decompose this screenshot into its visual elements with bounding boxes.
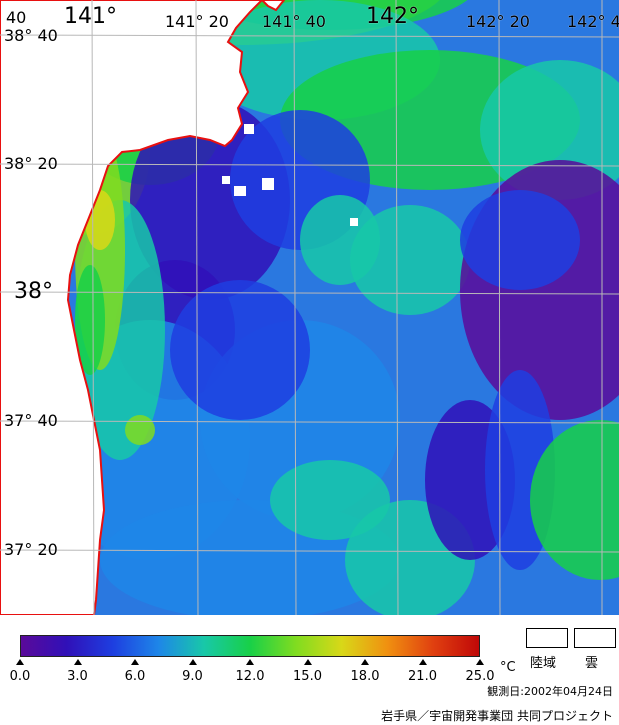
tick-mark — [476, 659, 484, 665]
cloud-pixel — [234, 186, 246, 196]
longitude-label: 141° 40 — [262, 12, 326, 31]
longitude-label: 142° — [366, 4, 419, 29]
longitude-label: 142° 4 — [567, 12, 619, 31]
cloud-pixel — [244, 124, 254, 134]
meridian-line — [498, 0, 501, 615]
tick-mark — [188, 659, 197, 665]
cloud-areas — [222, 124, 358, 226]
cloud-pixel — [350, 218, 358, 226]
land-area-east — [260, 0, 286, 12]
cloud-pixel — [262, 178, 274, 190]
temperature-patch — [530, 420, 619, 580]
tick-label: 6.0 — [124, 669, 146, 684]
tick-mark — [73, 659, 82, 665]
temperature-patch — [460, 190, 580, 290]
meridian-line — [395, 0, 399, 615]
latitude-label: 38° — [14, 279, 53, 304]
tick-mark — [361, 659, 369, 665]
cloud-label: 雲 — [585, 656, 599, 671]
parallel-line — [0, 163, 619, 167]
tick-mark — [246, 659, 254, 665]
corner-label: 40 — [6, 8, 27, 27]
unit-label: °C — [500, 660, 516, 675]
observation-date: 観測日:2002年04月24日 — [487, 685, 613, 698]
tick-label: 9.0 — [182, 669, 203, 684]
land-area-west — [0, 0, 264, 615]
tick-mark — [16, 659, 24, 665]
cloud-pixel — [222, 176, 230, 184]
meridian-line — [195, 0, 199, 615]
temperature-colorbar — [20, 635, 480, 657]
parallel-line — [0, 34, 619, 38]
tick-mark — [131, 659, 139, 665]
tick-label: 3.0 — [67, 669, 88, 684]
longitude-label: 142° 20 — [466, 12, 530, 31]
credit-text: 岩手県／宇宙開発事業団 共同プロジェクト — [381, 709, 613, 723]
temperature-patch — [125, 415, 155, 445]
longitude-label: 141° — [64, 4, 117, 29]
parallel-line — [0, 420, 619, 424]
latitude-label: 37° 20 — [4, 540, 58, 559]
tick-label: 21.0 — [408, 669, 437, 684]
longitude-label: 141° 20 — [165, 12, 229, 31]
tick-label: 18.0 — [350, 669, 380, 684]
latitude-label: 37° 40 — [4, 411, 58, 430]
tick-label: 15.0 — [293, 669, 322, 684]
graticule — [0, 0, 619, 615]
sea-surface-temperature-map: 141° 141° 20 141° 40 142° 142° 20 142° 4 38° 4… — [0, 0, 619, 615]
parallel-line — [0, 291, 619, 295]
tick-label: 12.0 — [235, 669, 265, 684]
tick-mark — [418, 659, 427, 665]
land-swatch — [526, 628, 568, 648]
temperature-patch — [270, 460, 390, 540]
temperature-patch — [170, 280, 310, 420]
latitude-label: 38° 20 — [4, 154, 58, 173]
cloud-swatch — [574, 628, 616, 648]
parallel-line — [0, 549, 619, 553]
sst-map-canvas — [0, 0, 619, 615]
latitude-label: 38° 40 — [4, 26, 58, 45]
temperature-patch — [350, 205, 470, 315]
tick-label: 25.0 — [465, 669, 495, 684]
legend-panel: 0.0 3.0 6.0 9.0 12.0 15.0 18.0 21.0 25.0 °C 陸域 雲… — [0, 615, 619, 725]
tick-mark — [303, 659, 312, 665]
tick-label: 0.0 — [9, 669, 31, 684]
meridian-line — [91, 0, 95, 615]
land-label: 陸域 — [530, 656, 557, 671]
meridian-line — [293, 0, 297, 615]
